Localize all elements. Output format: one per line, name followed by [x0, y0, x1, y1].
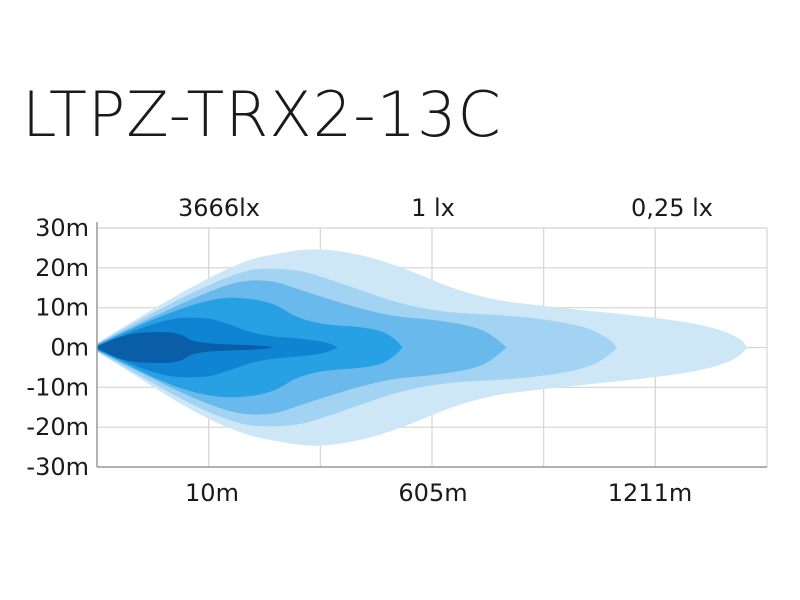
x-distance-label: 605m	[398, 479, 467, 507]
x-distance-label: 1211m	[608, 479, 692, 507]
beam-areas	[97, 249, 747, 446]
top-illuminance-label: 0,25 lx	[631, 194, 713, 222]
y-tick-label: -10m	[26, 373, 89, 401]
y-tick-label: 0m	[50, 334, 89, 362]
top-illuminance-label: 1 lx	[411, 194, 455, 222]
chart-labels: 30m 20m 10m 0m -10m -20m -30m 3666lx 1 lx 0,25 lx…	[26, 194, 713, 507]
y-tick-label: 30m	[35, 214, 89, 242]
beam-area-6	[97, 332, 273, 363]
y-tick-label: -20m	[26, 413, 89, 441]
page-title: LTPZ-TRX2-13C	[22, 78, 502, 151]
y-tick-label: 20m	[35, 254, 89, 282]
chart-axes	[96, 222, 767, 468]
top-illuminance-label: 3666lx	[178, 194, 260, 222]
y-tick-label: 10m	[35, 294, 89, 322]
x-distance-label: 10m	[185, 479, 239, 507]
y-tick-label: -30m	[26, 453, 89, 481]
